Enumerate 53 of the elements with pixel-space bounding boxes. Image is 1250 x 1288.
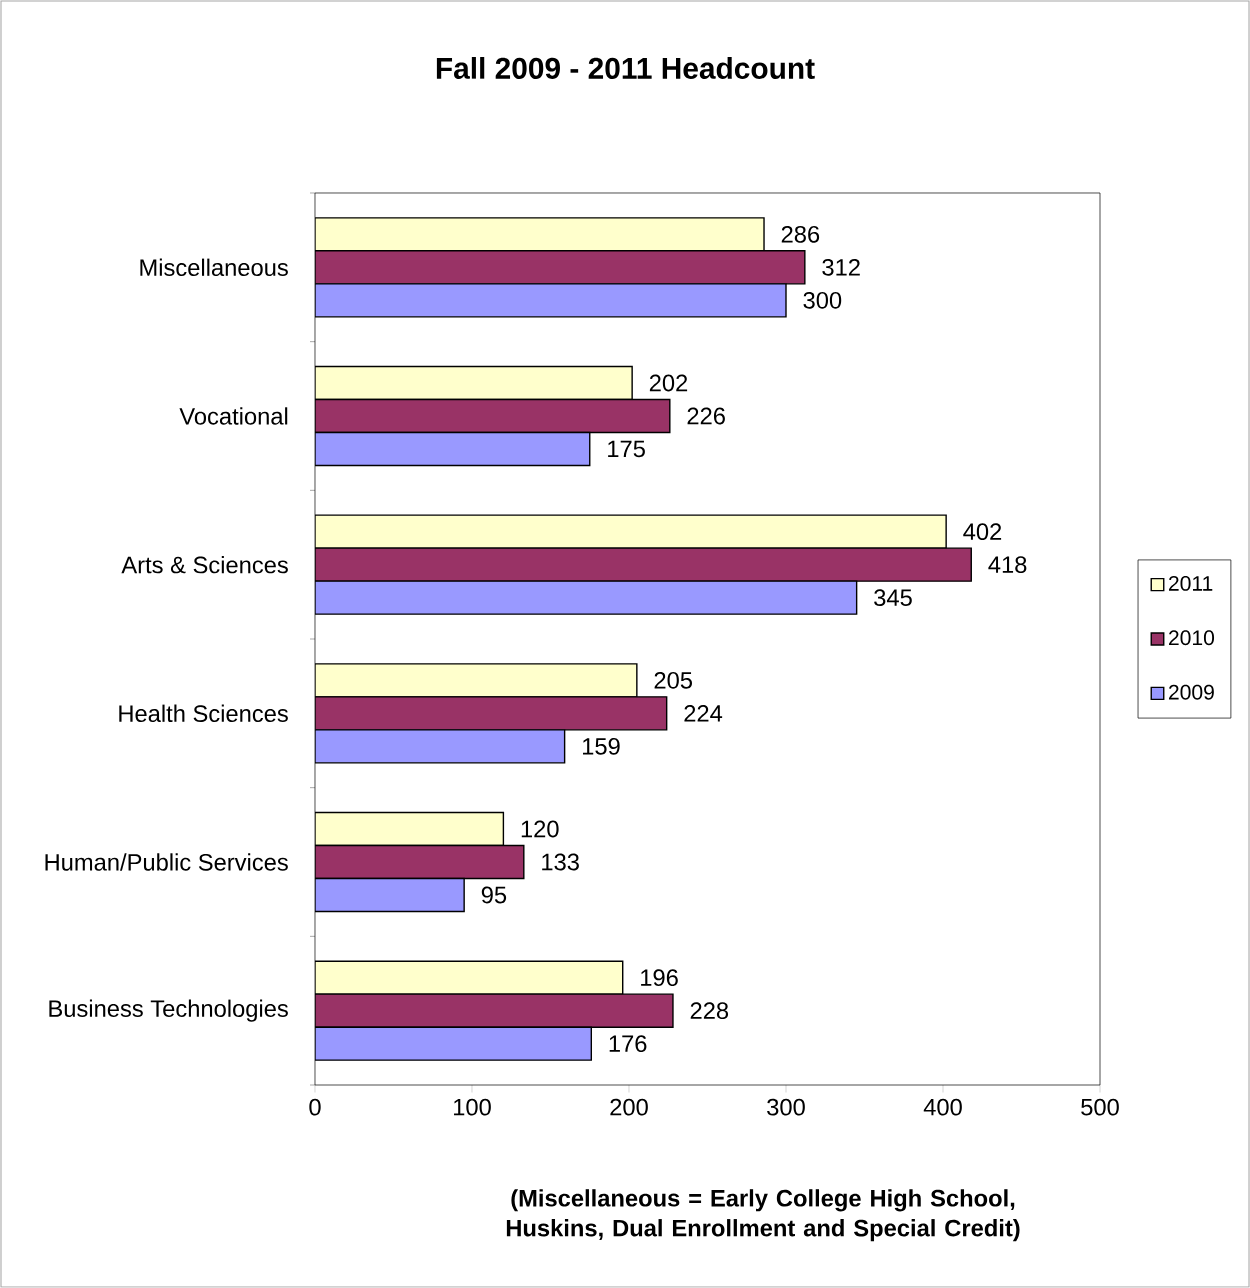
data-label: 120 (521, 820, 559, 838)
bar (315, 365, 633, 401)
y-tick-label: Human/Public Services (45, 853, 288, 871)
bar (315, 993, 674, 1028)
data-label: 228 (690, 1002, 729, 1020)
x-tick-label: 200 (610, 1098, 648, 1116)
legend-label: 2011 (1169, 575, 1213, 591)
data-label: 133 (542, 853, 579, 871)
data-label: 175 (608, 440, 645, 458)
x-tick-label: 0 (309, 1098, 321, 1116)
x-tick-label: 400 (923, 1098, 962, 1116)
x-tick-label: 100 (454, 1098, 491, 1116)
bar (315, 398, 671, 434)
data-label: 312 (822, 258, 860, 276)
bar (315, 844, 525, 880)
chart-title: Fall 2009 - 2011 Headcount (436, 57, 815, 79)
data-label: 224 (684, 705, 723, 722)
data-label: 226 (687, 407, 725, 425)
bar (315, 877, 465, 913)
y-tick-label: Health Sciences (119, 704, 288, 723)
data-label: 196 (641, 969, 678, 987)
data-label: 402 (963, 523, 1002, 541)
data-label: 159 (583, 737, 620, 755)
data-label: 202 (649, 374, 688, 392)
y-tick-label: Business Technologies (49, 999, 288, 1022)
y-tick-label: Arts & Sciences (121, 555, 288, 574)
text: (Miscellaneous = Early College High School, Huskins, Dual Enrollment and Special Credit) (506, 1189, 1020, 1242)
bar (315, 217, 765, 252)
data-label: 345 (874, 589, 912, 607)
bar (315, 696, 668, 731)
y-tick-label: Miscellaneous (140, 258, 288, 277)
x-tick-label: 300 (767, 1098, 805, 1116)
bar (315, 663, 638, 698)
legend-label: 2009 (1169, 684, 1214, 700)
x-tick-label: 500 (1081, 1098, 1119, 1116)
bar (315, 283, 787, 318)
data-label: 95 (481, 886, 507, 904)
data-label: 286 (781, 225, 820, 243)
bar (315, 729, 566, 764)
legend-label: 2010 (1169, 630, 1215, 646)
bar (315, 547, 972, 582)
bar (315, 580, 858, 615)
data-label: 205 (654, 671, 692, 689)
data-label: 176 (609, 1035, 647, 1053)
y-tick-label: Vocational (179, 407, 288, 425)
bar (315, 1026, 593, 1061)
bar (315, 514, 947, 549)
bar (315, 431, 591, 467)
bar (315, 250, 806, 285)
data-label: 300 (803, 291, 842, 309)
data-label: 418 (988, 556, 1027, 574)
bar (315, 960, 624, 995)
bar (315, 811, 505, 847)
